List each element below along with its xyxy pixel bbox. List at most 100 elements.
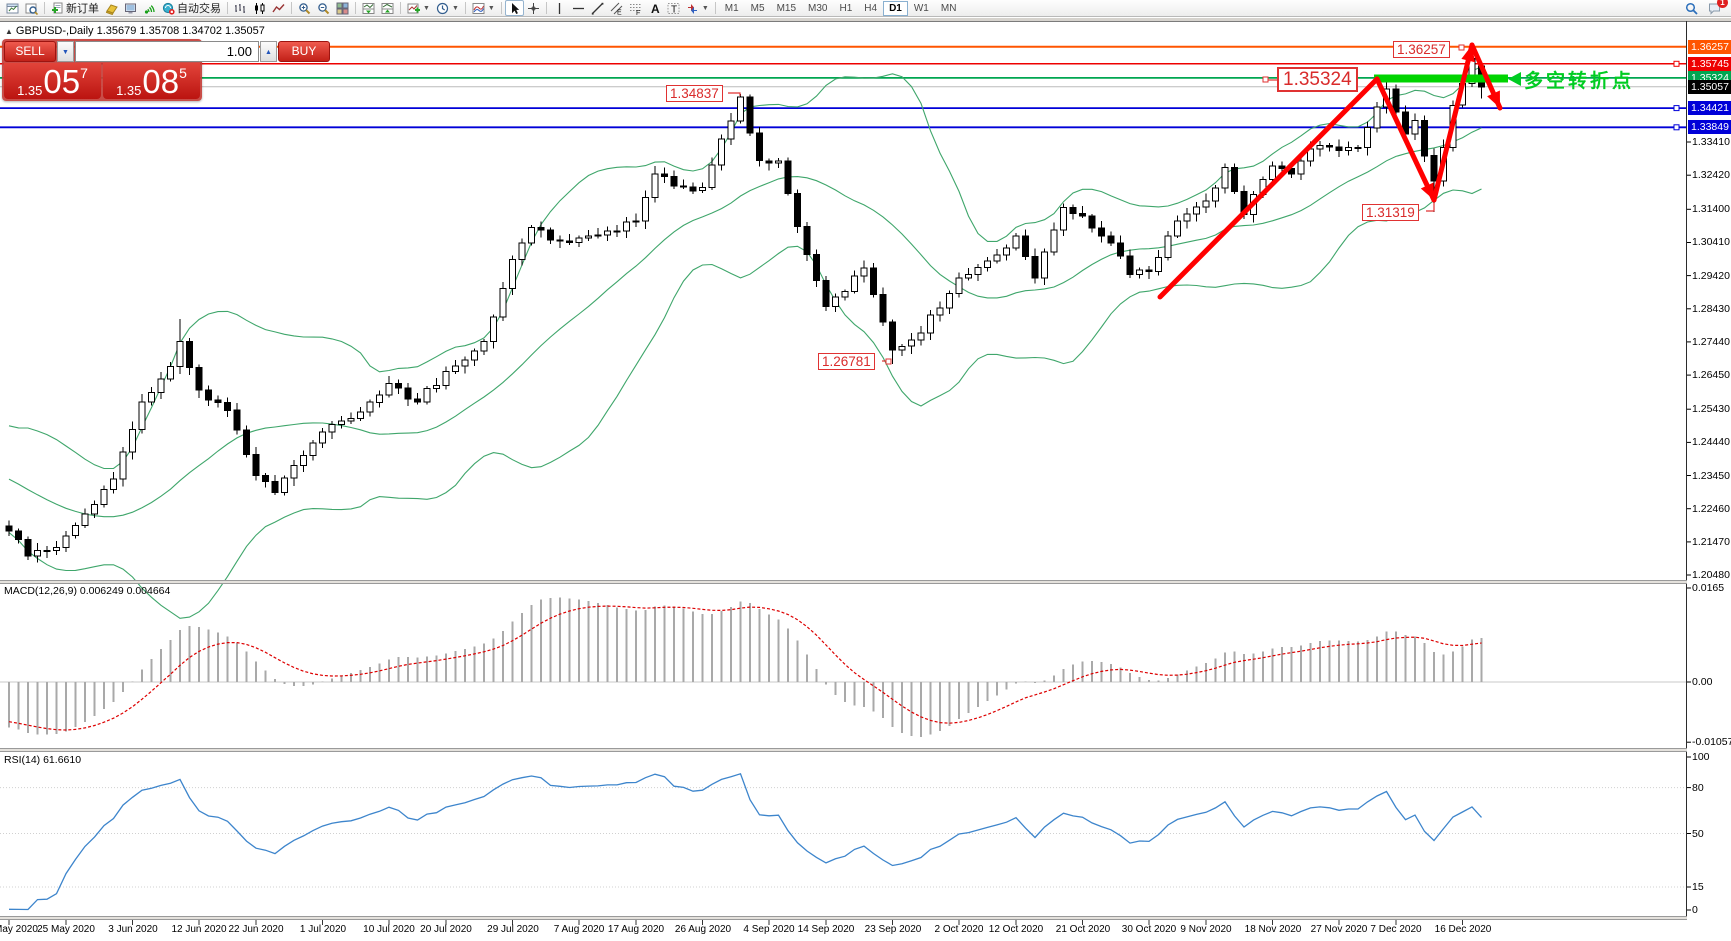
trendline-icon [591,2,604,15]
cursor-button[interactable] [504,0,524,16]
date-label[interactable]: 29 Jul 2020 [487,924,539,935]
annotation-handle[interactable] [1262,76,1269,83]
cn-note-arrow-icon [1508,72,1521,86]
date-label[interactable]: 2 Oct 2020 [934,924,984,935]
date-label[interactable]: 17 Aug 2020 [607,924,665,935]
vline-button[interactable] [550,0,569,16]
trend-arrow[interactable] [1469,42,1503,111]
eraser-button[interactable] [102,0,121,16]
annotation-1.35324[interactable]: 1.35324 [1277,67,1358,92]
date-label[interactable]: 27 Nov 2020 [1310,924,1368,935]
equidistant-channel-button[interactable]: E [607,0,626,16]
timeframe-m30-button[interactable]: M30 [808,2,828,14]
zoom-out-button[interactable] [314,0,333,16]
annotation-1.31319[interactable]: 1.31319 [1362,204,1419,221]
volume-input[interactable] [75,41,259,62]
date-label[interactable]: 1 Jul 2020 [299,924,347,935]
tile-windows-button[interactable] [333,0,352,16]
date-label[interactable]: 22 Jun 2020 [228,924,284,935]
date-label[interactable]: 16 Dec 2020 [1434,924,1492,935]
date-label[interactable]: 10 Jul 2020 [363,924,415,935]
trend-arrow[interactable] [1157,76,1380,300]
line-handle[interactable] [1673,105,1680,112]
text-label-button[interactable]: T [664,0,683,16]
annotation-1.34837[interactable]: 1.34837 [666,85,723,102]
zoom-in-button[interactable] [295,0,314,16]
line-chart-button[interactable] [269,0,288,16]
date-label[interactable]: 15 May 2020 [0,924,38,935]
date-label[interactable]: 21 Oct 2020 [1055,924,1111,935]
date-label[interactable]: 7 Dec 2020 [1370,924,1422,935]
buy-button[interactable]: BUY [278,41,330,62]
annotation-handle[interactable] [885,358,892,365]
timeframe-m15-button[interactable]: M15 [776,2,797,14]
price-scale-tick: 1.26450 [1692,369,1730,381]
timeframe-mn-button[interactable]: MN [940,2,957,14]
date-label[interactable]: 14 Sep 2020 [797,924,855,935]
sell-price[interactable]: 1.35 05 7 [4,63,101,99]
arrows-button[interactable]: ▼ [683,0,712,16]
fibonacci-button[interactable]: F [626,0,645,16]
date-label[interactable]: 3 Jun 2020 [108,924,158,935]
indicator-window-2-button[interactable] [378,0,397,16]
panel-splitter-axis[interactable] [0,916,1687,920]
template-button[interactable]: ▼ [469,0,498,16]
panel-splitter-macd[interactable] [0,580,1687,584]
date-label[interactable]: 4 Sep 2020 [743,924,795,935]
crosshair-button[interactable] [524,0,543,16]
terminal-button[interactable] [121,0,140,16]
toolbar-separator [500,2,502,14]
line-handle[interactable] [1673,60,1680,67]
date-label[interactable]: 26 Aug 2020 [674,924,732,935]
green-resistance-bar[interactable] [1374,74,1508,83]
macd-scale-tick: 0.00 [1692,676,1713,688]
annotation-1.26781[interactable]: 1.26781 [818,353,875,370]
signal-button[interactable] [140,0,159,16]
timeframe-d1-button[interactable]: D1 [883,0,908,16]
indicator-window-button[interactable] [359,0,378,16]
chart-window-icon [6,2,19,15]
timeframe-h4-button[interactable]: H4 [864,2,878,14]
hline-button[interactable] [569,0,588,16]
timeframe-m5-button[interactable]: M5 [750,2,765,14]
preview-button[interactable] [22,0,41,16]
date-label[interactable]: 12 Jun 2020 [171,924,227,935]
trend-arrow[interactable] [1431,42,1475,203]
symbol-ohlc-line: GBPUSD-,Daily 1.35679 1.35708 1.34702 1.… [15,25,265,37]
add-indicator-button[interactable]: ▼ [404,0,433,16]
sell-button[interactable]: SELL [4,41,56,62]
volume-decrease-button[interactable]: ▼ [57,41,74,62]
date-label[interactable]: 30 Oct 2020 [1121,924,1177,935]
date-label[interactable]: 7 Aug 2020 [553,924,605,935]
timeframe-w1-button[interactable]: W1 [913,2,929,14]
date-label[interactable]: 23 Sep 2020 [864,924,922,935]
trend-arrow[interactable] [1374,76,1437,203]
date-label[interactable]: 25 May 2020 [37,924,95,935]
bars-chart-button[interactable] [231,0,250,16]
date-label[interactable]: 12 Oct 2020 [988,924,1044,935]
notifications-button[interactable]: 1 [1705,0,1728,16]
trendline-button[interactable] [588,0,607,16]
text-button[interactable]: A [645,0,664,16]
date-label[interactable]: 18 Nov 2020 [1244,924,1302,935]
annotation-cn-note[interactable]: 多空转折点 [1524,71,1635,92]
timeframe-h1-button[interactable]: H1 [839,2,853,14]
candles-chart-button[interactable] [250,0,269,16]
search-button[interactable] [1682,0,1701,16]
date-label[interactable]: 9 Nov 2020 [1180,924,1232,935]
periods-button[interactable]: ▼ [433,0,462,16]
auto-trading-button[interactable]: 自动交易 [159,0,224,16]
chart-window-button[interactable] [3,0,22,16]
annotation-handle[interactable] [1458,44,1465,51]
timeframe-m1-button[interactable]: M1 [724,2,739,14]
volume-increase-button[interactable]: ▲ [260,41,277,62]
annotation-1.36257[interactable]: 1.36257 [1393,41,1450,58]
line-handle[interactable] [1673,124,1680,131]
buy-price[interactable]: 1.35 08 5 [103,63,200,99]
date-label[interactable]: 20 Jul 2020 [420,924,472,935]
price-scale-divider[interactable] [1686,21,1687,920]
rsi-scale-tick: 15 [1692,881,1704,893]
new-order-button[interactable]: 新订单 [48,0,102,16]
panel-splitter-rsi[interactable] [0,748,1687,752]
